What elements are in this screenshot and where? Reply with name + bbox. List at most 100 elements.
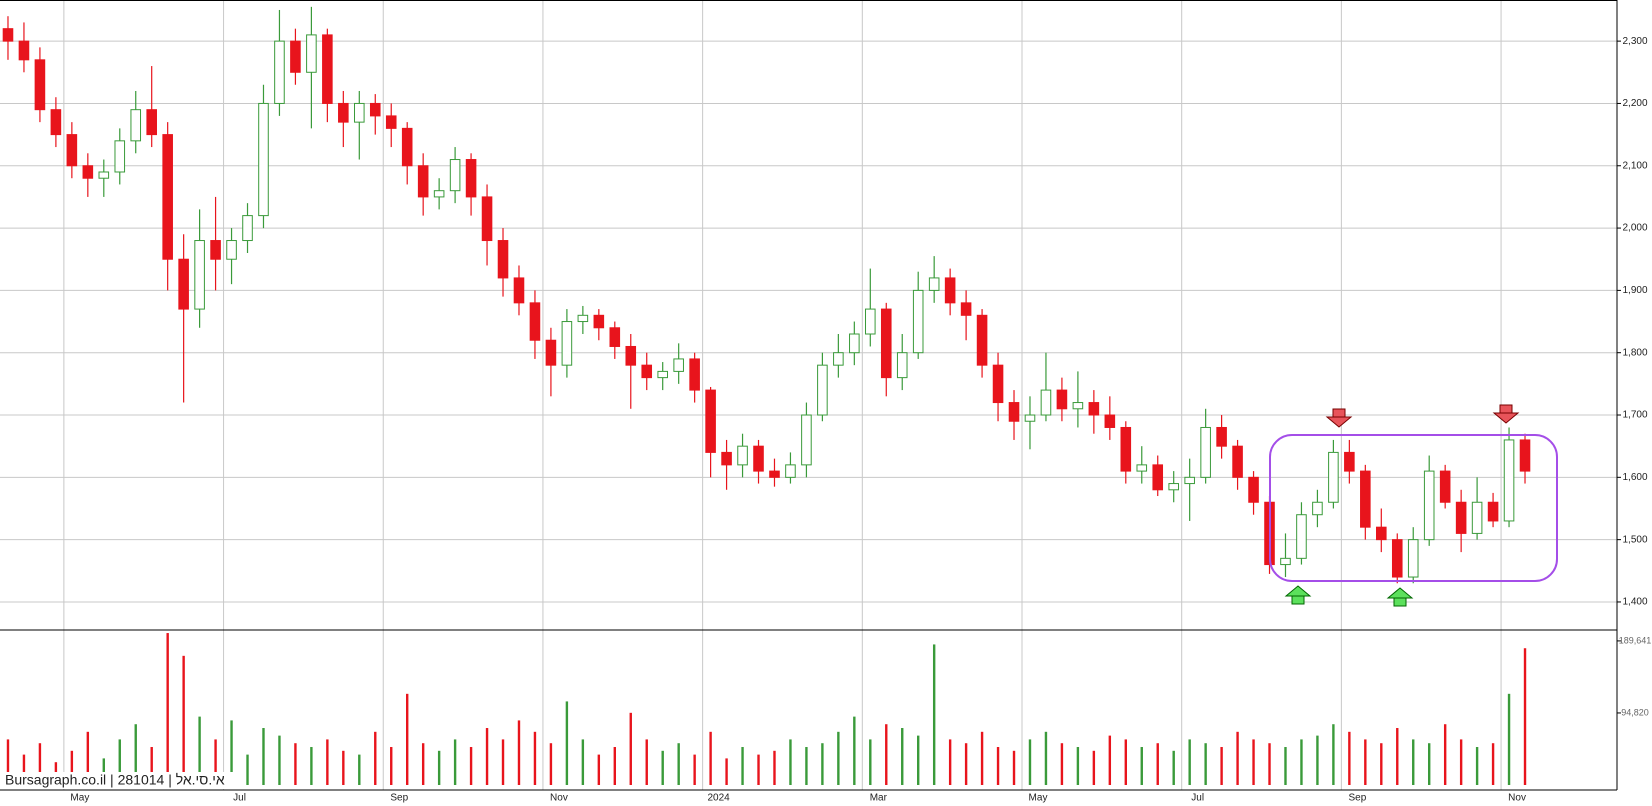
volume-bar [948,739,952,785]
volume-bar [1156,743,1159,785]
x-tick-label: May [1029,793,1048,804]
candle-body [865,308,876,335]
candle-body [385,115,397,129]
x-tick-label: Nov [550,793,568,804]
candle-body [785,464,796,478]
volume-bar [1092,750,1096,785]
volume-bar [1428,743,1431,785]
y-tick-label: 1,500 [1622,534,1647,545]
candle-body [960,302,972,316]
down-arrow [1325,408,1353,428]
candle-body [753,445,764,472]
candle-body [258,102,269,217]
candle-body [497,240,509,279]
volume-bar [1348,731,1351,785]
volume-bar [262,728,265,785]
candle-body [401,127,413,167]
candle-body [82,165,94,179]
volume-bar [453,739,457,785]
candle-body [1423,470,1435,541]
source-bg [2,772,246,789]
volume-bar [1012,750,1016,785]
volume-bar [901,728,904,785]
candle-body [18,40,30,61]
volume-bar [1140,747,1143,785]
candle-body [1503,439,1515,522]
candle-body [369,102,381,117]
candle-body [1232,445,1243,478]
volume-bar [565,701,569,785]
volume-bar [166,633,169,785]
volume-bar [1475,747,1479,785]
volume-bar [374,731,377,785]
candle-body [1040,389,1052,416]
volume-bar [1220,747,1223,785]
volume-bar [1459,739,1463,785]
candle-body [130,109,142,142]
source: Bursagraph.co.il | 281014 | אי.סי.אל [5,772,225,788]
candle-body [657,370,668,379]
x-tick-label: Sep [1348,793,1366,804]
candle-body [417,165,429,198]
candle-body [114,140,126,173]
candle-body [1360,470,1371,528]
candle-body [1088,402,1100,416]
volume-bar [613,747,616,785]
candle-body [896,352,908,379]
candle-body [737,445,748,466]
volume-bar [869,739,872,785]
volume-bar [597,754,601,785]
volume-bar [278,735,281,785]
x-tick-label: Jul [1191,793,1204,804]
volume-bar [1188,739,1191,785]
volume-bar [1332,724,1335,785]
x-tick-label: May [70,793,89,804]
volume-bar [22,754,26,785]
volume-bar [917,735,920,785]
candle-body [1216,426,1227,447]
candle-body [178,258,189,310]
volume-bar [1523,648,1527,785]
volume-tick-label: 94,820 [1621,707,1649,717]
candle-body [689,358,700,391]
volume-bar [549,743,553,785]
x-tick-label: Nov [1508,793,1526,804]
y-tick-label: 2,300 [1622,36,1647,47]
candle-body [210,240,221,260]
candle-body [433,190,445,198]
candle-body [577,314,589,323]
volume-bar [645,739,648,785]
y-tick-label: 1,700 [1622,410,1647,421]
y-tick-label: 1,600 [1622,472,1647,483]
volume-bar [294,743,297,785]
candle-body [1072,402,1084,410]
x-tick-label: Jul [233,793,246,804]
candle-body [833,352,844,366]
candle-body [1248,476,1259,503]
x-tick-label: 2024 [708,793,731,804]
volume-bar [773,750,776,785]
candle-body [1184,476,1195,485]
volume-bar [805,747,808,785]
down-arrow [1492,404,1520,424]
candle-body [1487,501,1499,522]
y-tick-label: 1,900 [1622,285,1647,296]
volume-bar [86,731,90,785]
volume-bar [821,743,824,785]
candle-body [625,345,637,366]
candle-body [801,414,812,466]
candle-body [465,159,477,198]
volume-bar [1028,739,1032,785]
volume-bar [1412,739,1415,785]
candle-body [1056,389,1068,410]
candle-body [2,28,14,42]
candle-body [545,339,557,366]
volume-bar [1284,747,1287,785]
volume-bar [885,724,888,785]
candle-body [593,314,605,329]
volume-bar [1108,735,1112,785]
up-arrow [1386,587,1414,607]
volume-bar [1268,743,1271,785]
y-tick-label: 1,800 [1622,347,1647,358]
